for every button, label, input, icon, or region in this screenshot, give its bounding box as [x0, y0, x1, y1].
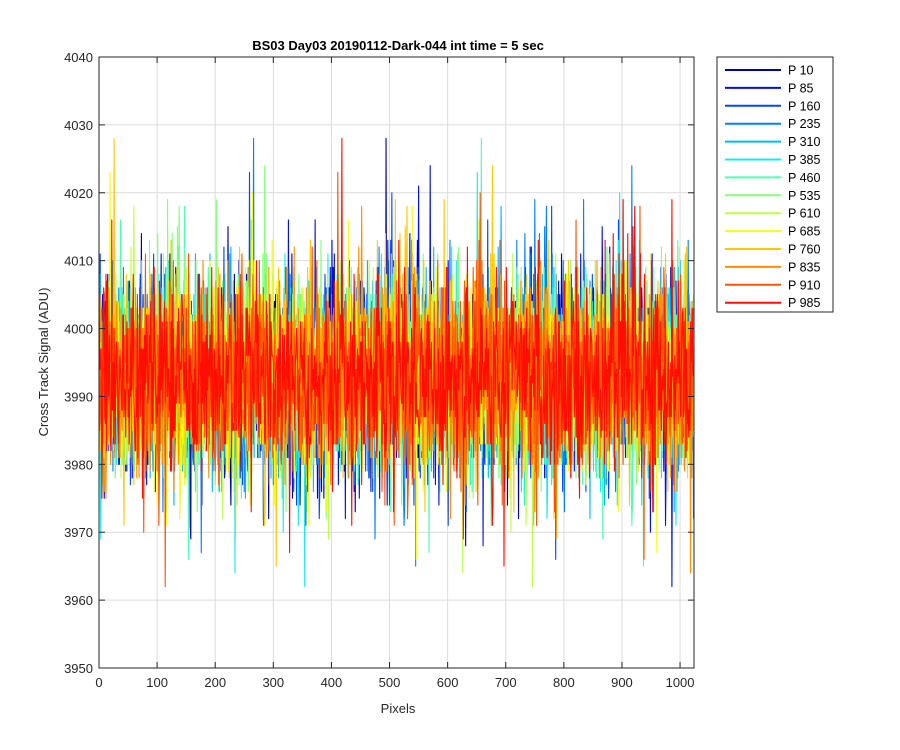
- legend-label: P 760: [788, 243, 820, 257]
- legend-label: P 985: [788, 296, 820, 310]
- x-tick-label: 0: [95, 675, 102, 690]
- y-tick-label: 3960: [64, 593, 93, 608]
- legend-label: P 460: [788, 171, 820, 185]
- y-tick-label: 4020: [64, 186, 93, 201]
- legend-label: P 910: [788, 278, 820, 292]
- x-tick-label: 700: [495, 675, 517, 690]
- x-tick-label: 500: [379, 675, 401, 690]
- legend-label: P 10: [788, 64, 814, 78]
- x-tick-label: 200: [204, 675, 226, 690]
- y-axis-label: Cross Track Signal (ADU): [36, 288, 51, 437]
- legend-label: P 310: [788, 135, 820, 149]
- axis-ticks: 0 100 200 300 400 500 600 700 800 900 1000 3950 3960…: [64, 50, 694, 690]
- legend-label: P 235: [788, 117, 820, 131]
- series-line-p-985: [98, 137, 694, 567]
- chart-title: BS03 Day03 20190112-Dark-044 int time = …: [252, 38, 544, 53]
- x-tick-label: 300: [262, 675, 284, 690]
- y-tick-label: 4030: [64, 118, 93, 133]
- y-tick-label: 3990: [64, 389, 93, 404]
- y-tick-label: 4000: [64, 322, 93, 337]
- series-lines: [98, 137, 694, 588]
- x-tick-label: 400: [321, 675, 343, 690]
- legend-label: P 85: [788, 81, 814, 95]
- legend-label: P 835: [788, 260, 820, 274]
- x-tick-label: 1000: [666, 675, 695, 690]
- axes-box: [98, 56, 695, 669]
- legend-label: P 610: [788, 207, 820, 221]
- legend: P 10 P 85 P 160 P 235 P 310 P 385 P 460 P 535 P …: [716, 56, 834, 313]
- y-tick-label: 4040: [64, 50, 93, 65]
- y-tick-label: 3980: [64, 457, 93, 472]
- x-tick-label: 600: [437, 675, 459, 690]
- x-tick-label: 100: [146, 675, 168, 690]
- legend-label: P 685: [788, 225, 820, 239]
- y-tick-label: 4010: [64, 254, 93, 269]
- x-axis-label: Pixels: [381, 701, 416, 716]
- y-tick-label: 3970: [64, 525, 93, 540]
- x-tick-label: 800: [553, 675, 575, 690]
- y-tick-label: 3950: [64, 661, 93, 676]
- x-tick-label: 900: [611, 675, 633, 690]
- legend-label: P 535: [788, 189, 820, 203]
- legend-box: [716, 56, 834, 313]
- legend-label: P 160: [788, 99, 820, 113]
- legend-label: P 385: [788, 153, 820, 167]
